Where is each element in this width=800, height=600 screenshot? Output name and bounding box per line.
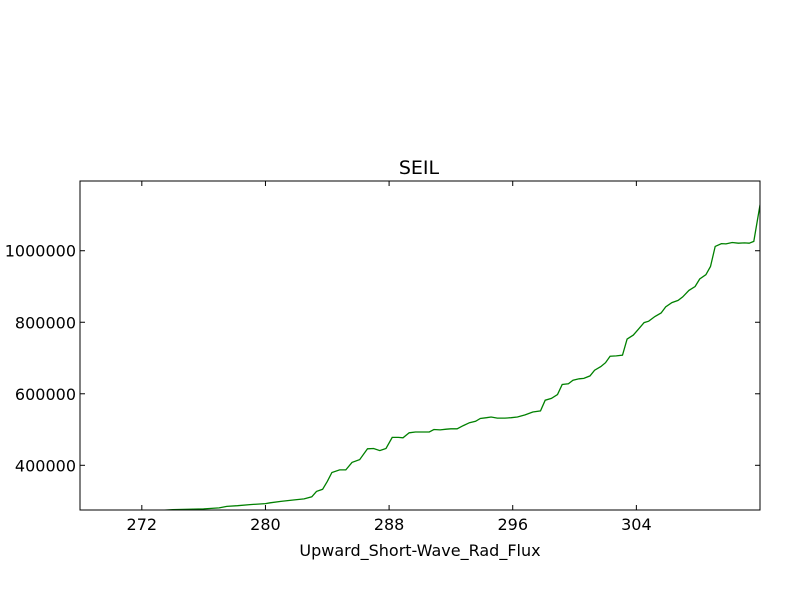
- x-tick-label: 304: [621, 515, 652, 534]
- x-axis-label: Upward_Short-Wave_Rad_Flux: [299, 541, 540, 561]
- y-tick-label: 800000: [15, 313, 76, 332]
- x-tick-label: 288: [374, 515, 405, 534]
- series-layer: [157, 203, 760, 510]
- series-line-0: [157, 203, 760, 510]
- y-tick-label: 600000: [15, 385, 76, 404]
- y-tick-label: 400000: [15, 456, 76, 475]
- y-tick-label: 1000000: [5, 242, 76, 261]
- chart-title: SEIL: [399, 157, 440, 179]
- ticks-layer: 272 280 288 296 304 400000 600000 800000 1000000: [5, 181, 760, 534]
- x-tick-label: 272: [127, 515, 158, 534]
- x-tick-label: 296: [497, 515, 528, 534]
- x-tick-label: 280: [250, 515, 281, 534]
- plot-frame: [79, 180, 761, 511]
